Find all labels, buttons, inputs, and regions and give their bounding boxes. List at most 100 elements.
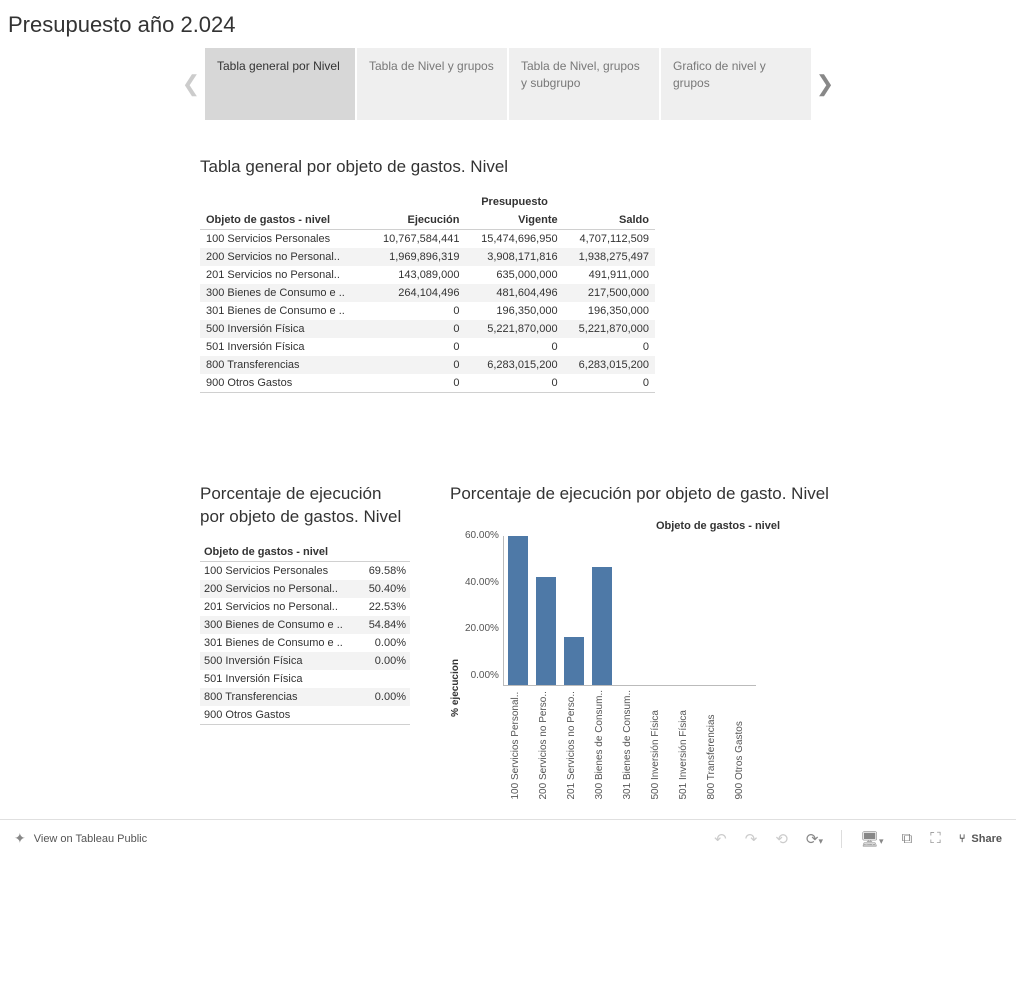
cell-label: 500 Inversión Física (200, 320, 367, 338)
cell-ejecucion: 143,089,000 (367, 266, 465, 284)
table1-col-ejecucion: Ejecución (367, 193, 465, 230)
cell-label: 800 Transferencias (200, 356, 367, 374)
table-row: 300 Bienes de Consumo e ..264,104,496481… (200, 284, 655, 302)
y-tick-label: 20.00% (465, 624, 499, 634)
y-tick-label: 40.00% (465, 578, 499, 588)
content-area: Tabla general por objeto de gastos. Nive… (0, 156, 1016, 799)
table-row: 100 Servicios Personales10,767,584,44115… (200, 229, 655, 248)
cell-saldo: 217,500,000 (564, 284, 655, 302)
cell-vigente: 0 (465, 374, 563, 393)
cell-ejecucion: 1,969,896,319 (367, 248, 465, 266)
table1-col-saldo: Saldo (564, 193, 655, 230)
cell-ejecucion: 264,104,496 (367, 284, 465, 302)
table-row: 500 Inversión Física0.00% (200, 652, 410, 670)
tab-2[interactable]: Tabla de Nivel, grupos y subgrupo (509, 48, 659, 120)
cell-label: 300 Bienes de Consumo e .. (200, 616, 360, 634)
chart-y-axis-title: % ejecucion (450, 619, 461, 717)
y-tick-label: 0.00% (465, 671, 499, 681)
cell-label: 301 Bienes de Consumo e .. (200, 302, 367, 320)
x-tick-label: 300 Bienes de Consum.. (591, 690, 611, 800)
tab-0[interactable]: Tabla general por Nivel (205, 48, 355, 120)
table-row: 501 Inversión Física (200, 670, 410, 688)
chart-area: % ejecucion 60.00%40.00%20.00%0.00% 100 … (450, 536, 986, 800)
cell-saldo: 1,938,275,497 (564, 248, 655, 266)
chart-x-labels: 100 Servicios Personal.. 200 Servicios no… (503, 686, 756, 800)
footer-left-group[interactable]: ✦ View on Tableau Public (14, 830, 147, 847)
cell-ejecucion: 0 (367, 320, 465, 338)
tabs-next-icon[interactable]: ❯ (811, 54, 839, 114)
view-on-tableau-label[interactable]: View on Tableau Public (34, 833, 147, 845)
cell-pct: 0.00% (360, 652, 410, 670)
tabs-container: ❮ Tabla general por NivelTabla de Nivel … (0, 48, 1016, 128)
table-row: 300 Bienes de Consumo e ..54.84% (200, 616, 410, 634)
table-row: 900 Otros Gastos000 (200, 374, 655, 393)
cell-pct: 0.00% (360, 634, 410, 652)
table1-col-vigente: Vigente (465, 211, 563, 230)
cell-ejecucion: 0 (367, 302, 465, 320)
tabs: Tabla general por NivelTabla de Nivel y … (205, 48, 811, 120)
chart-bar[interactable] (564, 637, 584, 685)
cell-vigente: 15,474,696,950 (465, 229, 563, 248)
cell-label: 201 Servicios no Personal.. (200, 266, 367, 284)
cell-label: 200 Servicios no Personal.. (200, 580, 360, 598)
cell-vigente: 6,283,015,200 (465, 356, 563, 374)
lower-row: Porcentaje de ejecución por objeto de ga… (200, 483, 986, 799)
chart-bar[interactable] (592, 567, 612, 685)
table2-title: Porcentaje de ejecución por objeto de ga… (200, 483, 410, 529)
table-row: 501 Inversión Física000 (200, 338, 655, 356)
x-tick-label: 800 Transferencias (703, 690, 723, 800)
table2-header: Objeto de gastos - nivel (200, 543, 410, 562)
share-button[interactable]: ⑂ Share (959, 833, 1002, 845)
x-tick-label: 200 Servicios no Perso.. (535, 690, 555, 800)
cell-vigente: 196,350,000 (465, 302, 563, 320)
cell-label: 300 Bienes de Consumo e .. (200, 284, 367, 302)
table-row: 900 Otros Gastos (200, 706, 410, 725)
footer-right-group: ↶ ↷ ⟲ ⟳▾ 🖥▾ ⧉ ⛶ ⑂ Share (714, 830, 1002, 848)
table-row: 800 Transferencias06,283,015,2006,283,01… (200, 356, 655, 374)
x-tick-label: 500 Inversión Física (647, 690, 667, 800)
cell-pct: 69.58% (360, 561, 410, 580)
tab-3[interactable]: Grafico de nivel y grupos (661, 48, 811, 120)
cell-label: 500 Inversión Física (200, 652, 360, 670)
cell-pct: 0.00% (360, 688, 410, 706)
replay-back-icon: ⟲ (775, 830, 788, 848)
cell-saldo: 196,350,000 (564, 302, 655, 320)
y-tick-label: 60.00% (465, 531, 499, 541)
redo-icon: ↷ (745, 830, 758, 848)
cell-label: 800 Transferencias (200, 688, 360, 706)
fullscreen-icon[interactable]: ⛶ (930, 830, 941, 847)
left-column: Porcentaje de ejecución por objeto de ga… (200, 483, 410, 799)
undo-icon: ↶ (714, 830, 727, 848)
cell-label: 900 Otros Gastos (200, 374, 367, 393)
table-row: 500 Inversión Física05,221,870,0005,221,… (200, 320, 655, 338)
share-label: Share (971, 833, 1002, 845)
cell-label: 501 Inversión Física (200, 670, 360, 688)
tab-1[interactable]: Tabla de Nivel y grupos (357, 48, 507, 120)
separator (841, 830, 842, 848)
table1-title: Tabla general por objeto de gastos. Nive… (200, 156, 986, 179)
cell-pct: 54.84% (360, 616, 410, 634)
cell-saldo: 0 (564, 338, 655, 356)
replay-forward-icon[interactable]: ⟳▾ (806, 830, 823, 848)
x-tick-label: 100 Servicios Personal.. (507, 690, 527, 800)
cell-vigente: 0 (465, 338, 563, 356)
cell-saldo: 5,221,870,000 (564, 320, 655, 338)
tableau-logo-icon: ✦ (14, 830, 26, 847)
cell-saldo: 0 (564, 374, 655, 393)
table-row: 200 Servicios no Personal..50.40% (200, 580, 410, 598)
cell-vigente: 3,908,171,816 (465, 248, 563, 266)
footer-toolbar: ✦ View on Tableau Public ↶ ↷ ⟲ ⟳▾ 🖥▾ ⧉ ⛶… (0, 819, 1016, 857)
cell-ejecucion: 0 (367, 374, 465, 393)
tabs-prev-icon: ❮ (177, 54, 205, 114)
cell-vigente: 635,000,000 (465, 266, 563, 284)
cell-label: 201 Servicios no Personal.. (200, 598, 360, 616)
device-preview-icon[interactable]: 🖥▾ (860, 830, 884, 848)
chart-bar[interactable] (536, 577, 556, 685)
cell-label: 501 Inversión Física (200, 338, 367, 356)
download-image-icon[interactable]: ⧉ (902, 830, 913, 847)
chart-x-axis-title: Objeto de gastos - nivel (450, 520, 986, 532)
table-row: 100 Servicios Personales69.58% (200, 561, 410, 580)
chart-title: Porcentaje de ejecución por objeto de ga… (450, 483, 986, 506)
table-row: 200 Servicios no Personal..1,969,896,319… (200, 248, 655, 266)
chart-bar[interactable] (508, 536, 528, 685)
